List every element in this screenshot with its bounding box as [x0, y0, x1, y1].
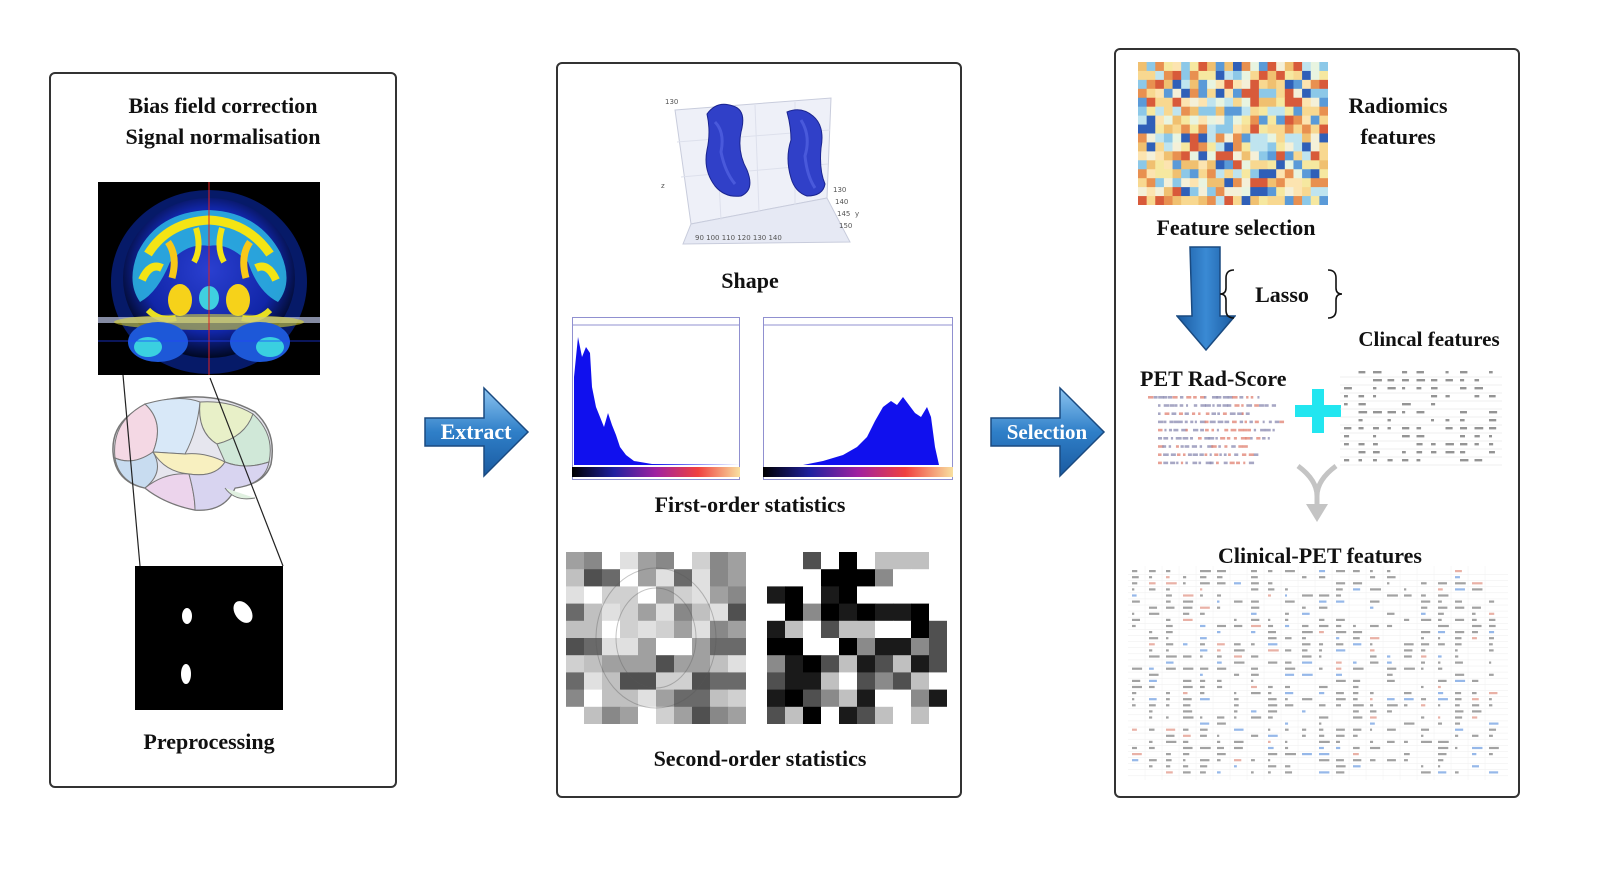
first-order-histogram-right [763, 317, 953, 480]
brain-atlas-image [105, 392, 277, 517]
svg-text:z: z [661, 182, 665, 190]
rad-score-formula [1142, 392, 1292, 470]
features-label: features [1360, 124, 1436, 149]
extract-label: Extract [440, 419, 512, 444]
shape-3d-plot: 130 z y 130 140 145 150 90 100 110 120 1… [655, 92, 870, 252]
clinical-pet-features-table [1128, 566, 1508, 780]
clinical-features-table [1340, 368, 1502, 468]
zoom-connector-lines [0, 0, 400, 600]
first-order-histogram-left [572, 317, 740, 480]
selection-arrow [990, 386, 1106, 478]
signal-normalisation-label: Signal normalisation [125, 124, 321, 149]
extract-arrow [424, 386, 530, 478]
preprocessing-label: Preprocessing [143, 729, 275, 754]
svg-text:140: 140 [835, 198, 848, 206]
second-order-texture-left [566, 552, 746, 724]
svg-text:90 100 110 120 130 140: 90 100 110 120 130 140 [695, 234, 782, 242]
plus-icon [1293, 388, 1343, 434]
lasso-braces [1218, 266, 1348, 322]
clinical-features-label: Clincal features [1358, 327, 1500, 351]
first-order-statistics-label: First-order statistics [654, 492, 846, 517]
lasso-label: Lasso [1255, 282, 1309, 307]
second-order-statistics-label: Second-order statistics [653, 746, 867, 771]
svg-text:130: 130 [833, 186, 846, 194]
segmentation-mask-image [135, 566, 283, 710]
pet-coronal-image [98, 182, 320, 375]
feature-selection-down-arrow [1176, 246, 1236, 352]
clinical-pet-features-label: Clinical-PET features [1218, 543, 1422, 568]
second-order-texture-right [767, 552, 947, 724]
feature-selection-label: Feature selection [1156, 215, 1316, 240]
shape-label: Shape [721, 268, 779, 293]
bias-field-correction-label: Bias field correction [128, 93, 318, 118]
svg-text:y: y [855, 210, 859, 218]
radiomics-label: Radiomics [1348, 93, 1448, 118]
pet-rad-score-label: PET Rad-Score [1140, 366, 1287, 391]
radiomics-heatmap [1138, 62, 1328, 205]
svg-text:130: 130 [665, 98, 678, 106]
svg-text:145: 145 [837, 210, 850, 218]
selection-label: Selection [1006, 420, 1088, 444]
svg-text:150: 150 [839, 222, 852, 230]
merge-arrow-icon [1294, 462, 1340, 524]
